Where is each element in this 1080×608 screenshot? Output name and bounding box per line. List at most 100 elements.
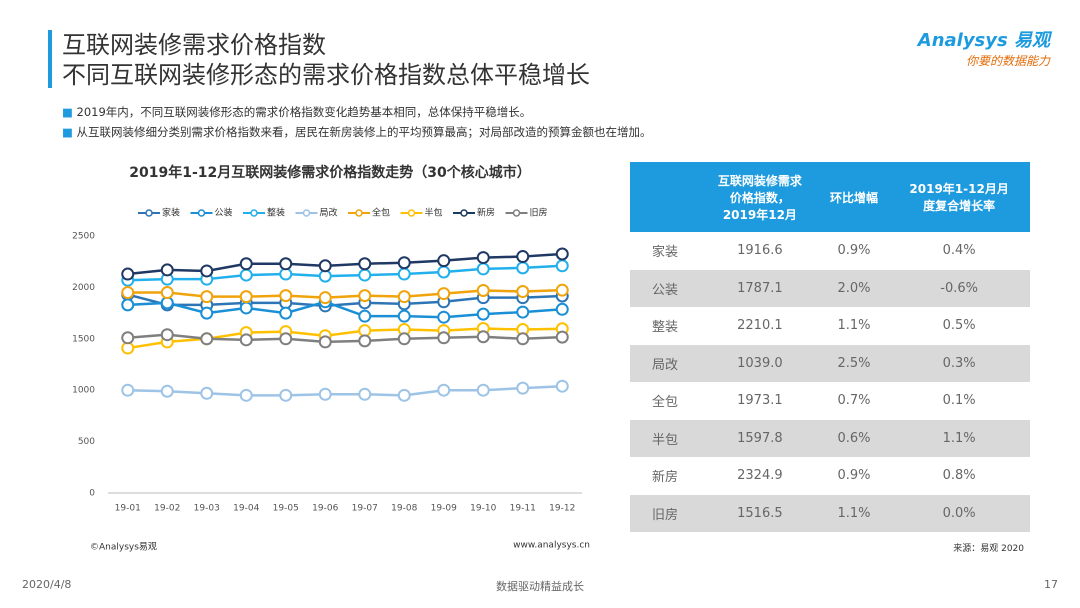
point (121, 267, 135, 281)
point (318, 259, 332, 273)
source: 来源：易观 2020 (953, 544, 1024, 554)
point (555, 283, 569, 297)
x-tick-label: 19-01 (115, 504, 141, 514)
x-tick-label: 19-08 (391, 504, 417, 514)
table-row: 半包 1597.8 0.6% 1.1% (630, 419, 1030, 457)
point (555, 379, 569, 393)
table-cell: -0.6% (888, 269, 1030, 307)
logo-slogan: 你要的数据能力 (965, 54, 1050, 68)
legend-label: 公装 (215, 207, 233, 219)
point (516, 381, 530, 395)
table-cell: 1597.8 (700, 419, 820, 457)
bullet-text: 从互联网装修细分类别需求价格指数来看，居民在新房装修上的平均预算最高；对局部改造… (76, 125, 652, 139)
bullets: ■ 2019年内，不同互联网装修形态的需求价格指数变化趋势基本相同，总体保持平稳… (62, 102, 652, 142)
table-cell: 1973.1 (737, 393, 783, 409)
table-cell: 整装 (651, 320, 678, 336)
point (160, 263, 174, 277)
legend-label: 家装 (162, 207, 180, 219)
point (358, 257, 372, 271)
logo: Analysys 易观 (917, 30, 1050, 51)
point (279, 289, 293, 303)
point (437, 287, 451, 301)
point (121, 331, 135, 345)
point (476, 251, 490, 265)
point (121, 298, 135, 312)
table-cell: 局改 (630, 344, 700, 382)
table-cell: 家装 (651, 245, 678, 261)
legend-marker (302, 209, 311, 217)
subtitle: 不同互联网装修形态的需求价格指数总体平稳增长 (62, 61, 590, 89)
title-bar (48, 30, 52, 88)
point (121, 286, 135, 300)
page-number: 17 (1044, 578, 1058, 591)
table-cell: 1.1% (888, 419, 1030, 457)
table-cell: 1.1% (837, 318, 871, 334)
table-cell: 0.5% (942, 318, 976, 334)
x-tick-label: 19-09 (431, 504, 457, 514)
legend-marker (355, 209, 363, 217)
table-row: 旧房 1516.5 1.1% 0.0% (630, 494, 1030, 532)
x-tick-label: 19-06 (312, 504, 338, 514)
point (200, 306, 214, 320)
point (239, 257, 253, 271)
point (239, 333, 253, 347)
point (318, 387, 332, 401)
point (239, 290, 253, 304)
table-cell: 2.0% (819, 269, 889, 307)
point (200, 290, 214, 304)
bullet: ■ 从互联网装修细分类别需求价格指数来看，居民在新房装修上的平均预算最高；对局部… (62, 125, 652, 139)
point (200, 386, 214, 400)
point (358, 387, 372, 401)
title: 互联网装修需求价格指数 (62, 31, 326, 59)
legend-marker (145, 209, 153, 217)
point (397, 267, 411, 281)
point (397, 256, 411, 270)
point (397, 332, 411, 346)
table-header-cell: 2019年1-12月月 度复合增长率 (888, 162, 1030, 232)
point (516, 305, 530, 319)
point (437, 383, 451, 397)
x-tick-label: 19-11 (510, 504, 536, 514)
point (397, 388, 411, 402)
data-table: 互联网装修需求 价格指数， 2019年12月 环比增幅 2019年1-12月月 度复… (630, 162, 1030, 532)
table-cell: 旧房 (630, 494, 700, 532)
point (516, 250, 530, 264)
point (279, 388, 293, 402)
series-line (127, 333, 563, 344)
table-cell: 0.9% (837, 468, 871, 484)
point (476, 383, 490, 397)
legend-marker (250, 209, 258, 217)
point (476, 307, 490, 321)
copyright: ©Analysys易观 (90, 542, 157, 553)
legend-label: 半包 (425, 207, 443, 219)
series-line (127, 300, 563, 319)
website: www.analysys.cn (513, 541, 590, 551)
point (358, 309, 372, 323)
legend-label: 新房 (477, 207, 495, 219)
legend-marker (512, 209, 521, 217)
legend-label: 旧房 (530, 207, 548, 219)
table-cell: 1516.5 (700, 494, 820, 532)
table-cell: 0.1% (942, 393, 976, 409)
table-cell: 2324.9 (737, 468, 783, 484)
table-cell: 0.0% (888, 494, 1030, 532)
table-header-row: 互联网装修需求 价格指数， 2019年12月 环比增幅 2019年1-12月月 度复… (630, 162, 1030, 232)
point (239, 268, 253, 282)
point (555, 247, 569, 261)
point (200, 264, 214, 278)
point (437, 254, 451, 268)
legend-label: 整装 (267, 207, 285, 219)
point (437, 265, 451, 279)
y-tick-label: 2000 (72, 283, 95, 293)
table-cell: 1916.6 (737, 243, 783, 259)
point (476, 330, 490, 344)
footer-slogan: 数据驱动精益成长 (496, 580, 584, 593)
x-tick-label: 19-07 (352, 504, 378, 514)
table-cell: 新房 (651, 470, 678, 486)
table-cell: 0.8% (942, 468, 976, 484)
x-tick-label: 19-04 (233, 504, 259, 514)
legend-label: 局改 (320, 207, 338, 219)
table-cell: 公装 (630, 269, 700, 307)
table-row: 新房 2324.9 0.9% 0.8% (630, 457, 1030, 495)
